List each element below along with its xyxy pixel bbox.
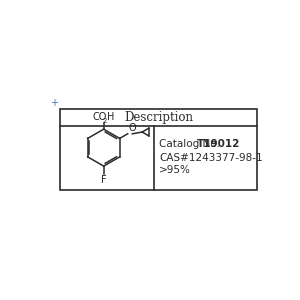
Text: Description: Description	[124, 111, 193, 124]
Text: +: +	[50, 98, 58, 108]
Text: 2: 2	[103, 118, 107, 124]
Text: F: F	[101, 175, 106, 184]
Text: >95%: >95%	[159, 165, 191, 176]
Text: T19012: T19012	[197, 139, 240, 149]
Text: Catalog No.: Catalog No.	[159, 139, 223, 149]
Bar	[60, 109, 257, 190]
Text: CAS#1243377-98-1: CAS#1243377-98-1	[159, 153, 263, 163]
Text: CO: CO	[93, 112, 107, 122]
Text: H: H	[107, 112, 114, 122]
Text: O: O	[128, 123, 136, 133]
